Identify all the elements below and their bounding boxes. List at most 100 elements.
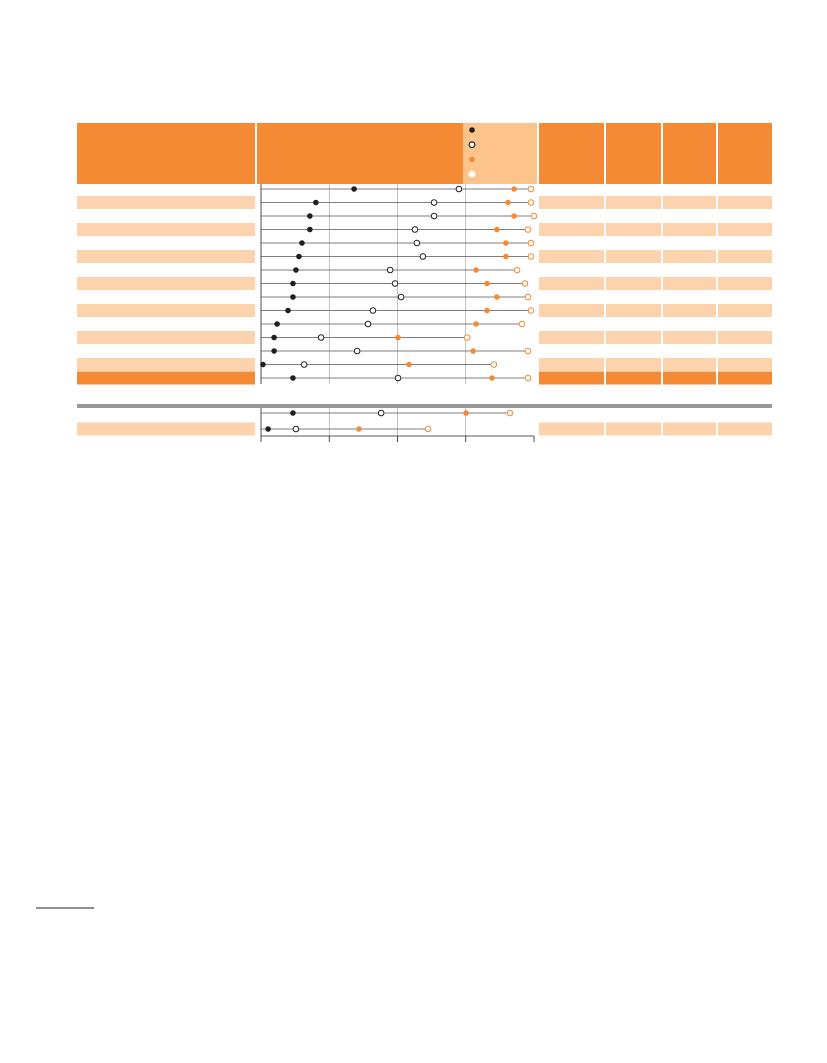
dot	[511, 186, 517, 192]
row-band	[606, 358, 661, 371]
dot	[506, 409, 514, 417]
row-band	[77, 422, 255, 436]
row-band	[606, 422, 661, 436]
row-band	[663, 277, 716, 290]
dot	[524, 226, 532, 233]
row-band	[539, 277, 604, 290]
dot	[424, 425, 432, 433]
row-band	[718, 196, 772, 209]
row-band	[663, 223, 716, 236]
row-band	[539, 223, 604, 236]
dot	[484, 307, 490, 314]
row-band	[663, 304, 716, 317]
row-band	[718, 223, 772, 236]
row-band	[663, 331, 716, 344]
dot	[430, 199, 438, 206]
row-band	[539, 358, 604, 371]
dot	[353, 347, 361, 355]
dot	[394, 374, 402, 382]
dot	[351, 186, 357, 192]
dot	[369, 307, 377, 314]
row-band	[663, 422, 716, 436]
dot	[299, 240, 305, 246]
row-band	[539, 371, 604, 385]
dot	[518, 320, 526, 328]
dot	[527, 199, 535, 206]
row-band	[77, 331, 255, 344]
dot	[397, 293, 405, 301]
header-cell	[77, 123, 255, 184]
dot	[377, 409, 385, 417]
row-band	[77, 277, 255, 290]
dot	[285, 307, 291, 314]
dot	[313, 199, 319, 206]
dot	[413, 239, 421, 247]
dot	[292, 425, 300, 433]
row-band	[539, 422, 604, 436]
row-band	[718, 304, 772, 317]
dot	[356, 426, 362, 432]
row-band	[663, 371, 716, 385]
dot	[307, 226, 313, 233]
dot	[419, 253, 427, 260]
dot	[527, 185, 535, 193]
dot	[473, 267, 479, 273]
row-band	[539, 250, 604, 263]
dot	[527, 239, 535, 247]
dot	[260, 361, 266, 368]
dot	[463, 410, 469, 416]
row-band	[718, 371, 772, 385]
legend-marker	[468, 170, 476, 178]
dot	[530, 212, 538, 220]
dot	[290, 375, 296, 381]
dot	[503, 240, 509, 246]
row-band	[77, 223, 255, 236]
dot	[274, 321, 280, 327]
dot	[271, 348, 277, 354]
dot	[524, 374, 532, 382]
dot	[364, 320, 372, 328]
dot	[527, 307, 535, 314]
dot	[317, 334, 325, 341]
row-band	[606, 223, 661, 236]
dot	[391, 280, 399, 287]
row-band	[718, 422, 772, 436]
header-cell	[539, 123, 604, 184]
dot	[271, 334, 277, 341]
row-band	[606, 304, 661, 317]
dot	[473, 321, 479, 327]
dot	[494, 226, 500, 233]
separator	[77, 404, 772, 408]
dot	[455, 185, 463, 193]
row-band	[663, 358, 716, 371]
row-band	[718, 277, 772, 290]
dot	[430, 212, 438, 220]
dot	[470, 348, 476, 354]
legend-marker	[469, 156, 475, 163]
row-band	[606, 371, 661, 385]
row-band	[606, 250, 661, 263]
row-band	[77, 250, 255, 263]
legend-marker	[468, 141, 476, 149]
row-band	[718, 358, 772, 371]
row-band	[539, 331, 604, 344]
legend-marker	[469, 127, 475, 133]
row-band	[663, 250, 716, 263]
dot	[521, 280, 529, 287]
row-band	[718, 331, 772, 344]
dot	[296, 253, 302, 260]
dot	[411, 226, 419, 233]
dot	[484, 280, 490, 287]
dot	[395, 334, 401, 341]
row-band	[539, 304, 604, 317]
dot	[524, 347, 532, 355]
header-cell	[663, 123, 716, 184]
dot	[406, 361, 412, 368]
dot	[290, 280, 296, 287]
header-cell	[718, 123, 772, 184]
dot	[505, 199, 511, 206]
row-band	[718, 250, 772, 263]
dot	[490, 361, 498, 368]
row-band	[606, 277, 661, 290]
